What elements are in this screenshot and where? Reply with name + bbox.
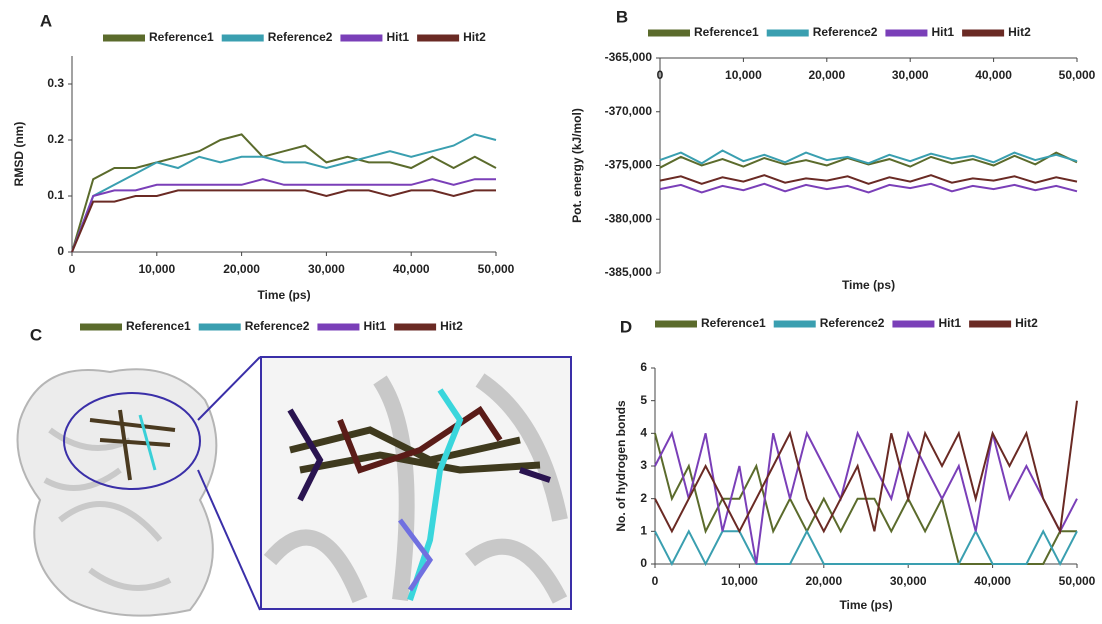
series-line bbox=[72, 190, 496, 252]
x-axis-title: Time (ps) bbox=[842, 278, 895, 292]
x-tick-label: 20,000 bbox=[223, 262, 260, 276]
y-tick-label: -365,000 bbox=[605, 50, 653, 64]
legend-label: Reference1 bbox=[701, 316, 766, 330]
y-tick-label: -380,000 bbox=[605, 211, 653, 225]
x-axis-title: Time (ps) bbox=[839, 598, 892, 612]
x-tick-label: 10,000 bbox=[138, 262, 175, 276]
y-tick-label: 1 bbox=[640, 524, 647, 538]
y-tick-label: 3 bbox=[640, 458, 647, 472]
x-tick-label: 0 bbox=[652, 574, 659, 588]
series-line bbox=[655, 531, 1077, 564]
x-tick-label: 40,000 bbox=[393, 262, 430, 276]
legend-label: Hit1 bbox=[931, 25, 954, 39]
y-tick-label: -370,000 bbox=[605, 104, 653, 118]
y-tick-label: -375,000 bbox=[605, 158, 653, 172]
legend-label: Hit2 bbox=[1008, 25, 1031, 39]
legend-label: Hit2 bbox=[463, 30, 486, 44]
figure: A Reference1 Reference2 Hit1 Hit2 0 0.1 0.2 0.3 0… bbox=[0, 0, 1102, 624]
x-tick-label: 20,000 bbox=[808, 68, 845, 82]
panel-label: D bbox=[620, 317, 632, 336]
x-tick-label: 10,000 bbox=[725, 68, 762, 82]
legend-label: Hit1 bbox=[363, 319, 386, 333]
panel-label: B bbox=[616, 7, 628, 26]
series-line bbox=[660, 175, 1077, 184]
legend-label: Reference2 bbox=[245, 319, 310, 333]
y-tick-label: 6 bbox=[640, 360, 647, 374]
y-tick-label: 0.3 bbox=[47, 76, 64, 90]
x-tick-label: 0 bbox=[657, 68, 664, 82]
legend-label: Hit2 bbox=[1015, 316, 1038, 330]
y-tick-label: -385,000 bbox=[605, 265, 653, 279]
legend-label: Reference1 bbox=[694, 25, 759, 39]
y-tick-label: 5 bbox=[640, 393, 647, 407]
x-tick-label: 30,000 bbox=[890, 574, 927, 588]
protein-surface bbox=[18, 369, 217, 615]
y-tick-label: 0 bbox=[640, 556, 647, 570]
x-tick-label: 30,000 bbox=[308, 262, 345, 276]
y-tick-label: 2 bbox=[640, 491, 647, 505]
legend-label: Reference1 bbox=[126, 319, 191, 333]
legend-label: Reference2 bbox=[268, 30, 333, 44]
legend-label: Hit1 bbox=[386, 30, 409, 44]
x-tick-label: 50,000 bbox=[478, 262, 515, 276]
x-tick-label: 10,000 bbox=[721, 574, 758, 588]
y-tick-label: 0 bbox=[57, 244, 64, 258]
y-tick-label: 0.2 bbox=[47, 132, 64, 146]
x-tick-label: 20,000 bbox=[805, 574, 842, 588]
y-tick-label: 4 bbox=[640, 426, 647, 440]
legend-label: Reference2 bbox=[813, 25, 878, 39]
legend-label: Hit2 bbox=[440, 319, 463, 333]
y-axis-title: RMSD (nm) bbox=[12, 122, 26, 187]
series-line bbox=[660, 184, 1077, 193]
x-tick-label: 30,000 bbox=[892, 68, 929, 82]
panel-label: C bbox=[30, 325, 42, 344]
y-axis-title: Pot. energy (kJ/mol) bbox=[570, 108, 584, 223]
x-tick-label: 50,000 bbox=[1059, 68, 1096, 82]
panel-label: A bbox=[40, 11, 52, 30]
structure-image bbox=[18, 357, 572, 616]
x-axis-title: Time (ps) bbox=[257, 288, 310, 302]
legend-label: Reference2 bbox=[820, 316, 885, 330]
x-tick-label: 40,000 bbox=[975, 68, 1012, 82]
x-tick-label: 40,000 bbox=[974, 574, 1011, 588]
x-tick-label: 0 bbox=[69, 262, 76, 276]
series-line bbox=[660, 153, 1077, 168]
y-axis-title: No. of hydrogen bonds bbox=[614, 400, 628, 532]
legend-label: Reference1 bbox=[149, 30, 214, 44]
zoom-connector bbox=[198, 357, 260, 420]
x-tick-label: 50,000 bbox=[1059, 574, 1096, 588]
legend-label: Hit1 bbox=[938, 316, 961, 330]
y-tick-label: 0.1 bbox=[47, 188, 64, 202]
